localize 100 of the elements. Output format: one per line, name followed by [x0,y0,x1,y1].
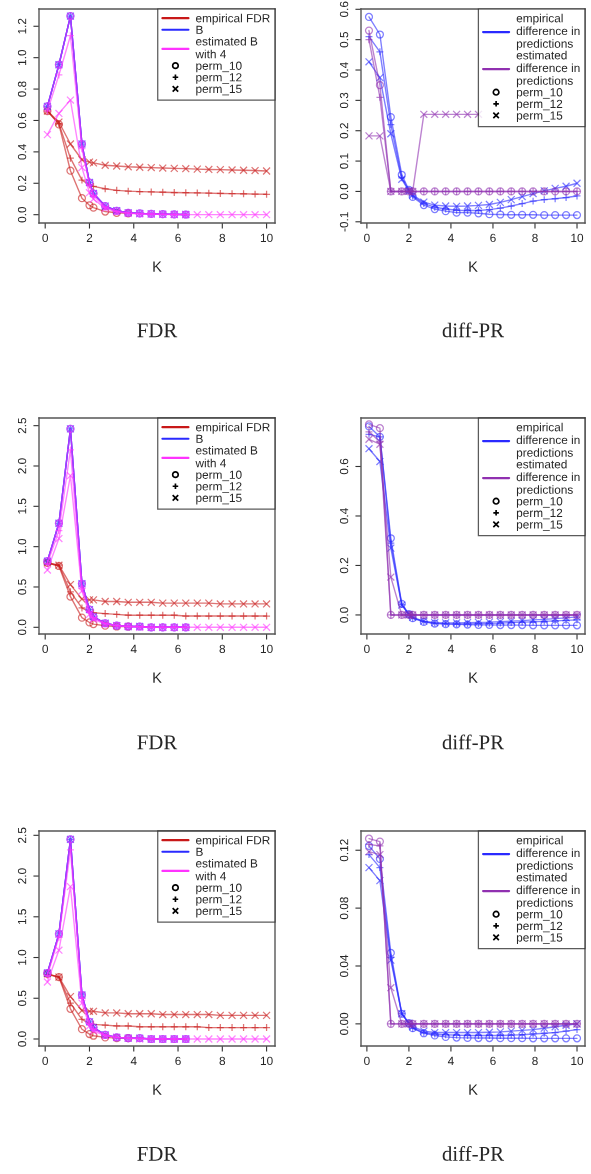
x-tick-label: 6 [175,1056,181,1066]
y-tick-label: 0.0 [17,1031,27,1047]
x-tick-label: 2 [86,644,93,653]
y-tick-label: 0.0 [17,206,27,223]
x-tick-label: 0 [364,233,370,243]
x-axis-title: K [469,261,478,272]
text: FDR [137,735,178,750]
x-tick-label: 4 [130,644,137,653]
x-axis-title: K [469,1084,478,1095]
x-tick-label: 8 [219,233,226,243]
y-tick-label: 2.5 [17,827,27,843]
y-tick-label: 0.0 [339,183,349,200]
x-tick-label: 2 [406,1056,412,1065]
y-tick-label: 0.12 [339,839,349,862]
x-tick-label: 8 [532,644,538,654]
text: diff-PR [442,1145,505,1161]
annotation: perm_12 [196,895,242,906]
x-tick-label: 10 [260,1056,273,1066]
text: diff-PR [442,322,505,338]
annotation: perm_12 [516,921,563,933]
text: FDR [137,323,178,338]
y-tick-label: 2.0 [17,458,27,474]
x-tick-label: 0 [42,1056,49,1066]
y-tick-label: -0.1 [339,212,349,232]
x-tick-label: 6 [490,1056,496,1066]
y-tick-label: 0.5 [17,579,27,595]
y-tick-label: 0.0 [339,607,349,623]
y-tick-label: 0.3 [339,92,349,109]
annotation: perm_15 [196,493,242,505]
x-tick-label: 4 [130,233,137,242]
x-tick-label: 6 [175,644,181,654]
annotation: perm_15 [516,520,563,531]
annotation: perm_10 [516,88,563,99]
y-tick-label: 0.04 [339,954,349,978]
y-tick-label: 2.5 [17,417,27,434]
x-tick-label: 6 [490,644,496,654]
x-tick-label: 4 [447,644,454,653]
y-tick-label: 0.0 [17,619,27,636]
x-axis-title: K [153,672,162,683]
x-axis-title: K [153,261,162,272]
annotation: perm_10 [196,470,242,482]
x-tick-label: 4 [130,1056,137,1065]
annotation: perm_15 [196,84,242,96]
annotation: perm_12 [516,508,563,520]
x-tick-label: 0 [364,1056,370,1066]
y-tick-label: 0.4 [339,62,349,78]
y-tick-label: 0.2 [339,123,349,139]
x-tick-label: 2 [86,233,93,242]
x-tick-label: 6 [175,233,181,243]
annotation: perm_15 [516,933,563,944]
y-tick-label: 0.6 [339,1,349,18]
x-tick-label: 10 [571,233,584,243]
y-tick-label: 0.8 [17,81,27,97]
y-tick-label: 0.6 [339,458,349,475]
legend-label: B [196,25,203,34]
x-tick-label: 0 [42,233,49,243]
x-axis-title: K [153,1084,162,1095]
annotation: perm_15 [516,111,563,122]
x-tick-label: 0 [364,644,370,654]
x-axis-title: K [469,672,478,683]
y-tick-label: 0.00 [339,1012,349,1035]
x-tick-label: 2 [406,644,412,653]
y-tick-label: 0.08 [339,897,349,920]
x-tick-label: 4 [447,1056,454,1065]
annotation: perm_12 [196,482,242,493]
y-tick-label: 0.5 [17,990,27,1006]
y-tick-label: 1.5 [18,909,27,925]
y-tick-label: 0.2 [17,175,27,192]
y-tick-label: 0.4 [339,508,349,524]
annotation: perm_12 [516,99,563,111]
legend-label: B [196,847,203,856]
x-tick-label: 10 [571,644,584,654]
x-tick-label: 2 [406,233,412,242]
x-tick-label: 8 [219,644,226,654]
annotation: perm_10 [516,497,563,508]
y-tick-label: 0.5 [339,31,349,48]
annotation: perm_10 [196,883,242,895]
y-tick-label: 1.2 [17,18,27,34]
annotation: perm_10 [196,61,242,73]
annotation: perm_12 [196,73,242,84]
annotation: perm_15 [196,906,242,918]
y-tick-label: 1.0 [17,949,27,965]
x-tick-label: 8 [532,1056,538,1066]
legend-label: empirical FDR [196,835,270,847]
x-tick-label: 8 [532,233,538,243]
y-tick-label: 0.4 [17,144,27,160]
text: diff-PR [442,734,505,750]
x-tick-label: 10 [260,233,273,243]
x-tick-label: 8 [219,1056,226,1066]
x-tick-label: 10 [260,644,273,654]
legend-label: B [196,434,203,443]
y-tick-label: 1.5 [18,498,27,514]
x-tick-label: 2 [86,1056,93,1065]
y-tick-label: 0.6 [17,112,27,129]
text: FDR [137,1147,178,1161]
legend-label: empirical FDR [196,13,270,25]
y-tick-label: 0.2 [339,557,349,574]
x-tick-label: 6 [490,233,496,243]
y-tick-label: 2.0 [17,868,27,884]
x-tick-label: 4 [447,233,454,242]
